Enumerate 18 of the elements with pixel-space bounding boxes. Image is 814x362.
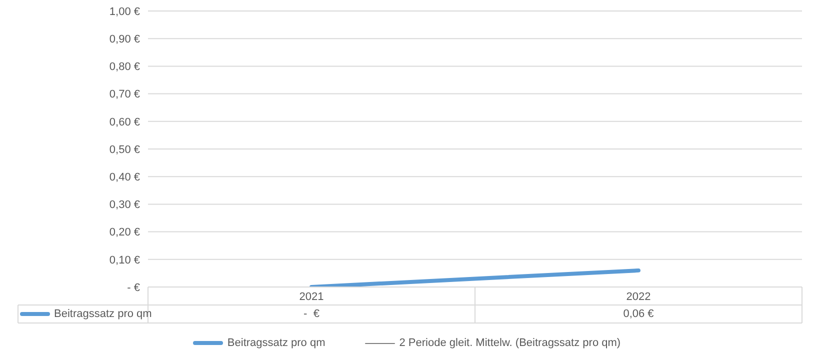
data-label: - €	[304, 308, 320, 320]
text: Beitragssatz pro qm	[54, 308, 152, 320]
y-tick-label: 0,70 €	[109, 88, 140, 101]
y-tick-label: 0,90 €	[109, 34, 140, 46]
y-tick-label: - €	[127, 282, 140, 294]
legend-label: Beitragssatz pro qm	[227, 337, 326, 349]
y-tick-label: 1,00 €	[109, 6, 140, 18]
y-tick-label: 0,40 €	[109, 172, 140, 184]
legend-label: 2 Periode gleit. Mittelw. (Beitragssatz pro qm)	[399, 337, 621, 349]
y-tick-label: 0,20 €	[109, 226, 140, 239]
y-tick-label: 0,80 €	[109, 61, 140, 74]
y-tick-label: 0,10 €	[109, 254, 140, 266]
y-tick-label: 0,50 €	[109, 144, 140, 156]
y-tick-label: 0,30 €	[109, 199, 140, 212]
x-tick-label: 2021	[299, 290, 324, 303]
y-tick-label: 0,60 €	[109, 116, 140, 128]
data-label: 0,06 €	[622, 307, 655, 322]
x-tick-label: 2022	[626, 290, 651, 303]
